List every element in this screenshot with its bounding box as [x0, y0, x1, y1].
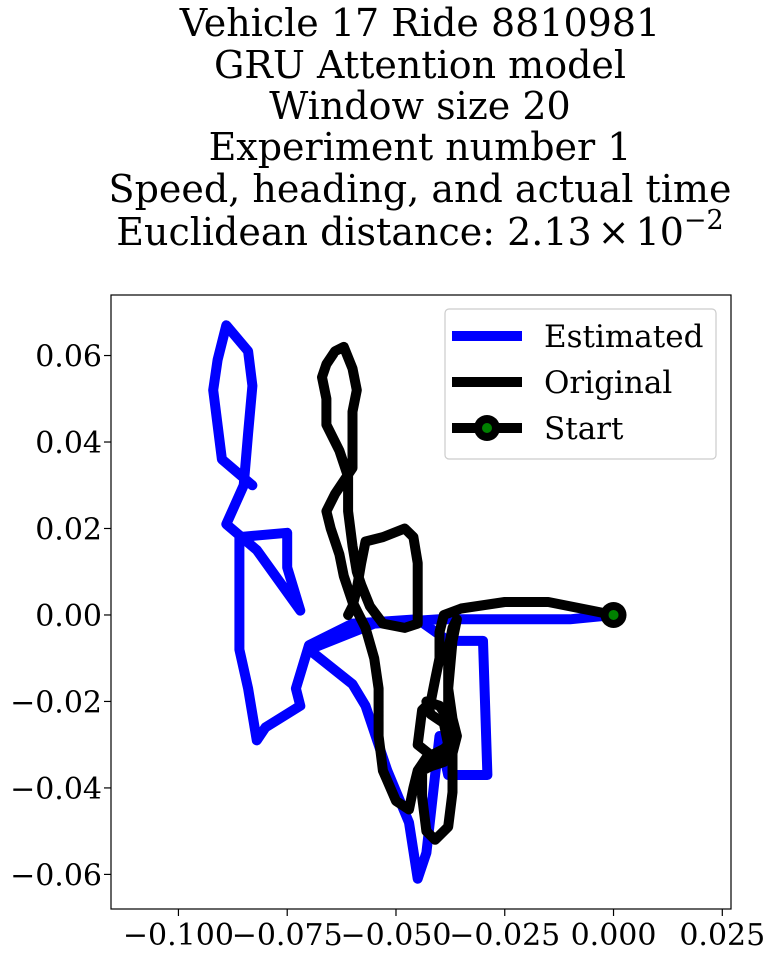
legend-box: [444, 308, 717, 460]
y-tick-label: 0.00: [35, 599, 102, 634]
title-line: Speed, heading, and actual time: [109, 167, 732, 211]
x-axis: −0.100−0.075−0.050−0.025 0.000 0.025: [123, 909, 765, 953]
start-marker-center: [608, 609, 619, 620]
y-tick-label: 0.06: [35, 340, 102, 375]
x-tick-label: 0.000: [571, 918, 657, 953]
title-line-distance: Euclidean distance: 2.13 × 10−2: [116, 205, 723, 254]
title-base: 10: [636, 210, 684, 254]
title-line: Window size 20: [269, 84, 570, 128]
series-group: [208, 320, 627, 884]
y-tick-label: −0.04: [10, 772, 102, 807]
title-line: Vehicle 17 Ride 8810981: [179, 1, 660, 45]
series-line-original: [317, 341, 619, 845]
x-tick-label: −0.025: [449, 918, 560, 953]
series-line-estimated: [208, 320, 619, 884]
x-tick-label: −0.075: [232, 918, 343, 953]
legend-label-start: Start: [544, 411, 624, 447]
y-tick-label: −0.02: [10, 685, 102, 720]
legend-label-estimated: Estimated: [544, 319, 703, 355]
title-times-sign: ×: [598, 210, 630, 254]
y-tick-label: −0.06: [10, 858, 102, 893]
x-tick-label: −0.050: [340, 918, 451, 953]
legend-start-marker-center: [482, 423, 492, 433]
y-tick-label: 0.04: [35, 426, 102, 461]
y-tick-label: 0.02: [35, 512, 102, 547]
legend: Estimated Original Start: [444, 308, 717, 460]
title-distance-value: Euclidean distance: 2.13: [116, 210, 591, 254]
title-exponent: −2: [684, 205, 724, 236]
plot-frame: [110, 294, 732, 910]
title-line: GRU Attention model: [214, 43, 626, 87]
x-tick-label: −0.100: [123, 918, 234, 953]
title-line: Experiment number 1: [209, 125, 632, 169]
x-tick-label: 0.025: [679, 918, 765, 953]
y-axis: 0.06 0.04 0.02 0.00 −0.02 −0.04 −0.06: [10, 340, 111, 893]
legend-label-original: Original: [544, 365, 672, 401]
